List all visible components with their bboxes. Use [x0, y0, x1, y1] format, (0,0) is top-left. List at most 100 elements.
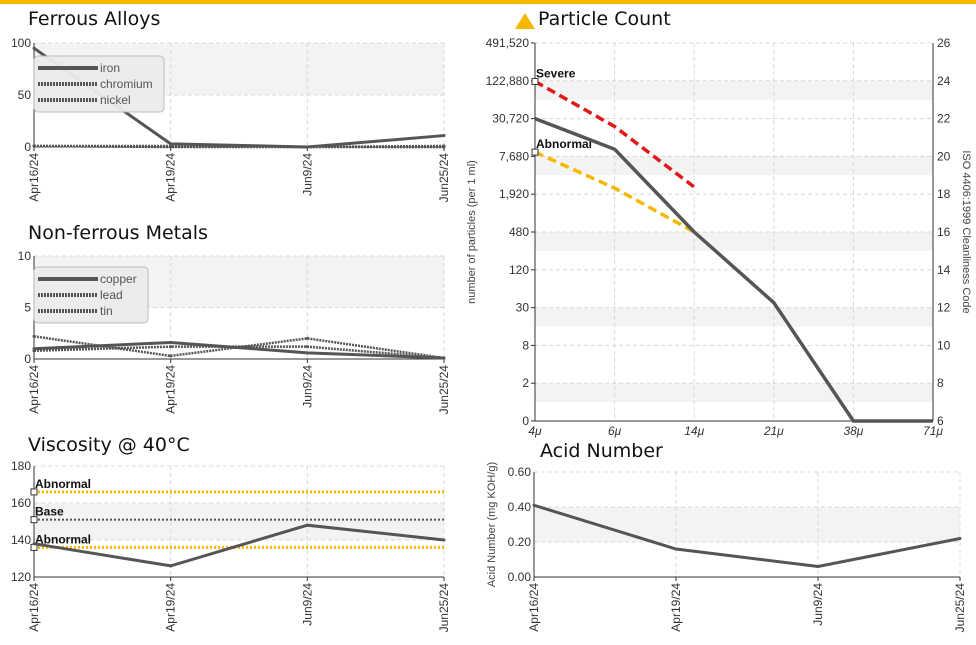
- y-tick-label: 491,520: [486, 36, 530, 50]
- x-tick-label: Jun25/24: [437, 153, 451, 203]
- x-tick-label: 14μ: [684, 424, 704, 438]
- data-point: [32, 542, 36, 546]
- particle-chart-title: Particle Count: [538, 8, 671, 30]
- grid-band: [535, 80, 933, 100]
- y2-tick-label: 24: [937, 74, 951, 88]
- y-tick-label: 30,720: [492, 112, 529, 126]
- data-point: [305, 523, 309, 527]
- data-point: [32, 347, 36, 351]
- y-tick-label: 120: [11, 570, 31, 584]
- nonferrous-chart-title: Non-ferrous Metals: [28, 222, 208, 244]
- x-tick-label: 38μ: [843, 424, 863, 438]
- limit-label: Abnormal: [536, 137, 592, 151]
- series-line: [34, 144, 445, 149]
- limit-line: [534, 79, 696, 189]
- x-tick-label: Jun9/24: [300, 153, 314, 196]
- x-tick-label: Jun25/24: [437, 583, 451, 633]
- data-point: [169, 564, 173, 568]
- y2-tick-label: 22: [937, 112, 951, 126]
- data-point: [305, 345, 309, 349]
- y2-tick-label: 26: [937, 36, 951, 50]
- y2-tick-label: 8: [937, 376, 944, 390]
- y-tick-label: 0.20: [508, 535, 532, 549]
- data-point: [305, 336, 309, 340]
- reference-label: Base: [35, 505, 64, 519]
- y2-tick-label: 10: [937, 338, 951, 352]
- y-axis-label: number of particles (per 1 ml): [466, 160, 478, 304]
- data-point: [674, 547, 678, 551]
- y-tick-label: 120: [509, 263, 529, 277]
- limit-label: Severe: [536, 66, 576, 80]
- x-tick-label: Apr16/24: [27, 153, 41, 202]
- y2-tick-label: 18: [937, 187, 951, 201]
- legend-label: lead: [100, 288, 123, 302]
- y2-tick-label: 20: [937, 149, 951, 163]
- y-tick-label: 0.00: [508, 570, 532, 584]
- data-point: [169, 341, 173, 345]
- y-tick-label: 0.60: [508, 465, 532, 479]
- data-point: [169, 142, 173, 146]
- y2-axis-label: ISO 4406:1999 Cleanliness Code: [960, 150, 972, 313]
- x-tick-label: Apr16/24: [27, 365, 41, 414]
- x-tick-label: Jun9/24: [300, 365, 314, 408]
- y-tick-label: 180: [11, 459, 31, 473]
- data-point: [169, 144, 173, 148]
- x-tick-label: Apr19/24: [164, 365, 178, 414]
- x-tick-label: Jun9/24: [300, 583, 314, 626]
- data-point: [305, 145, 309, 149]
- y-tick-label: 0: [24, 352, 31, 366]
- y-tick-label: 50: [18, 88, 32, 102]
- grid-band: [535, 307, 933, 327]
- series-line: [33, 335, 445, 360]
- data-point: [32, 144, 36, 148]
- y-tick-label: 30: [516, 301, 530, 315]
- y-tick-label: 10: [18, 249, 32, 263]
- limit-line: [534, 150, 696, 234]
- y-tick-label: 1,920: [499, 187, 529, 201]
- x-tick-label: Apr19/24: [164, 153, 178, 202]
- x-tick-label: 71μ: [923, 424, 943, 438]
- data-point: [32, 334, 36, 338]
- x-tick-label: Jun25/24: [437, 365, 451, 415]
- x-tick-label: Apr16/24: [27, 583, 41, 632]
- y-tick-label: 7,680: [499, 149, 529, 163]
- data-point: [958, 537, 962, 540]
- x-tick-label: 4μ: [528, 424, 542, 438]
- x-tick-label: 21μ: [763, 424, 784, 438]
- y2-tick-label: 14: [937, 263, 951, 277]
- y-tick-label: 0: [522, 414, 529, 428]
- series-line: [534, 116, 933, 423]
- viscosity-chart-title: Viscosity @ 40°C: [28, 434, 190, 456]
- x-tick-label: Jun25/24: [953, 583, 967, 633]
- limit-marker: [531, 77, 539, 85]
- legend-label: chromium: [100, 77, 153, 91]
- x-tick-label: Apr16/24: [527, 583, 541, 632]
- series-line: [33, 345, 445, 360]
- data-point: [442, 356, 446, 360]
- data-point: [169, 354, 173, 358]
- data-point: [32, 349, 36, 353]
- legend-label: iron: [100, 61, 120, 75]
- reference-label: Abnormal: [35, 532, 91, 546]
- y-axis-label: Acid Number (mg KOH/g): [486, 462, 498, 587]
- limit-marker: [531, 148, 539, 156]
- reference-marker: [30, 488, 38, 496]
- y-tick-label: 100: [11, 36, 31, 50]
- warning-triangle-icon: [515, 13, 535, 29]
- y-tick-label: 160: [11, 496, 31, 510]
- y-tick-label: 140: [11, 533, 31, 547]
- data-point: [816, 565, 820, 568]
- data-point: [532, 503, 536, 507]
- x-tick-label: Jun9/24: [811, 583, 825, 626]
- y-tick-label: 0: [24, 140, 31, 154]
- top-accent-bar: [0, 0, 976, 4]
- legend-label: copper: [100, 272, 137, 286]
- ferrous-chart-title: Ferrous Alloys: [28, 8, 161, 30]
- y-tick-label: 2: [522, 376, 529, 390]
- y-tick-label: 0.40: [508, 500, 532, 514]
